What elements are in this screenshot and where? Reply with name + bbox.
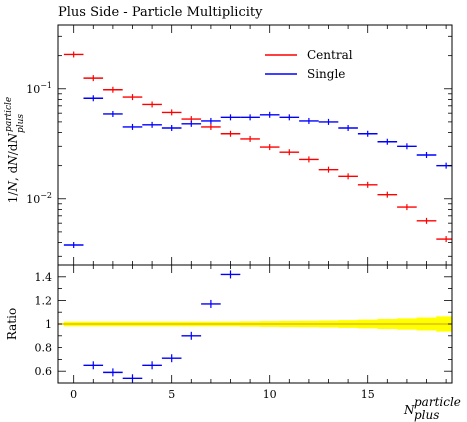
data-point-single-0 [63,241,84,248]
x-tick-label-15: 15 [361,388,375,401]
data-point-single-11 [279,114,300,121]
data-point-central-3 [122,94,143,101]
data-point-central-0 [63,51,84,58]
y-axis-label-ratio: Ratio [5,308,19,340]
y-axis-label-main: 1/N, dN/dNplusparticle [4,97,26,203]
data-point-single-15 [357,130,378,137]
y-tick-label-ratio-1: 1 [45,318,52,331]
data-point-central-18 [416,217,437,224]
legend-entry-central: Central [265,48,353,62]
ratio-point-8 [220,270,241,279]
data-point-central-12 [299,156,319,163]
data-point-single-7 [201,117,221,124]
ratio-point-3 [122,374,143,383]
ratio-point-1 [83,361,104,370]
y-tick-label-ratio-1.2: 1.2 [35,294,53,307]
data-point-single-2 [103,110,123,117]
svg-text:N: N [403,403,415,417]
data-point-central-2 [103,86,123,93]
svg-text:1/N, dN/dNplusparticle: 1/N, dN/dNplusparticle [4,97,26,203]
y-tick-label-ratio-0.8: 0.8 [35,342,53,355]
data-point-single-10 [259,111,280,118]
data-point-single-4 [142,121,162,128]
y-tick-label-main--1: 10−1 [26,81,52,96]
data-point-central-17 [397,204,417,211]
legend-label-single: Single [307,67,345,81]
data-point-single-18 [416,152,437,159]
data-point-single-3 [122,123,143,130]
data-point-central-8 [220,130,241,137]
data-point-single-8 [220,114,241,121]
data-point-single-12 [299,117,319,124]
x-tick-label-0: 0 [70,388,77,401]
y-tick-label-ratio-0.6: 0.6 [35,365,53,378]
main-frame [57,24,453,266]
ratio-point-2 [103,368,123,377]
chart-title: Plus Side - Particle Multiplicity [58,5,263,20]
ratio-point-7 [201,299,221,308]
data-point-single-1 [83,95,104,102]
ratio-plot: 0 5 10 15 0.6 0.8 1 1.2 1.4 [35,264,453,401]
x-tick-label-5: 5 [168,388,175,401]
legend-label-central: Central [307,48,353,62]
data-point-single-16 [377,138,398,145]
data-point-single-9 [240,114,260,121]
legend-entry-single: Single [265,67,345,81]
x-tick-label-10: 10 [263,388,277,401]
data-point-central-7 [201,123,221,130]
data-point-central-19 [436,236,452,243]
data-point-single-14 [338,124,358,131]
data-point-central-5 [161,109,182,116]
data-point-central-15 [357,181,378,188]
data-point-central-13 [318,166,339,173]
data-point-central-14 [338,173,358,180]
y-tick-label-main--2: 10−2 [26,191,52,206]
data-point-central-16 [377,191,398,198]
y-tick-label-ratio-1.4: 1.4 [35,271,53,284]
data-point-central-4 [142,101,162,108]
data-point-central-1 [83,75,104,82]
ratio-point-5 [161,354,182,363]
data-point-central-9 [240,135,260,142]
legend: Central Single [265,48,353,81]
main-plot: 10−1 10−2 [26,24,453,383]
data-point-single-6 [181,120,202,127]
svg-text:particle: particle [414,395,461,409]
ratio-point-6 [181,331,202,340]
ratio-point-4 [142,361,162,370]
data-point-central-10 [259,144,280,151]
data-point-single-13 [318,118,339,125]
x-axis-label: N particle plus [403,395,461,422]
data-point-single-5 [161,124,182,131]
data-point-single-17 [397,143,417,150]
data-point-central-11 [279,149,300,156]
svg-text:plus: plus [414,408,439,422]
